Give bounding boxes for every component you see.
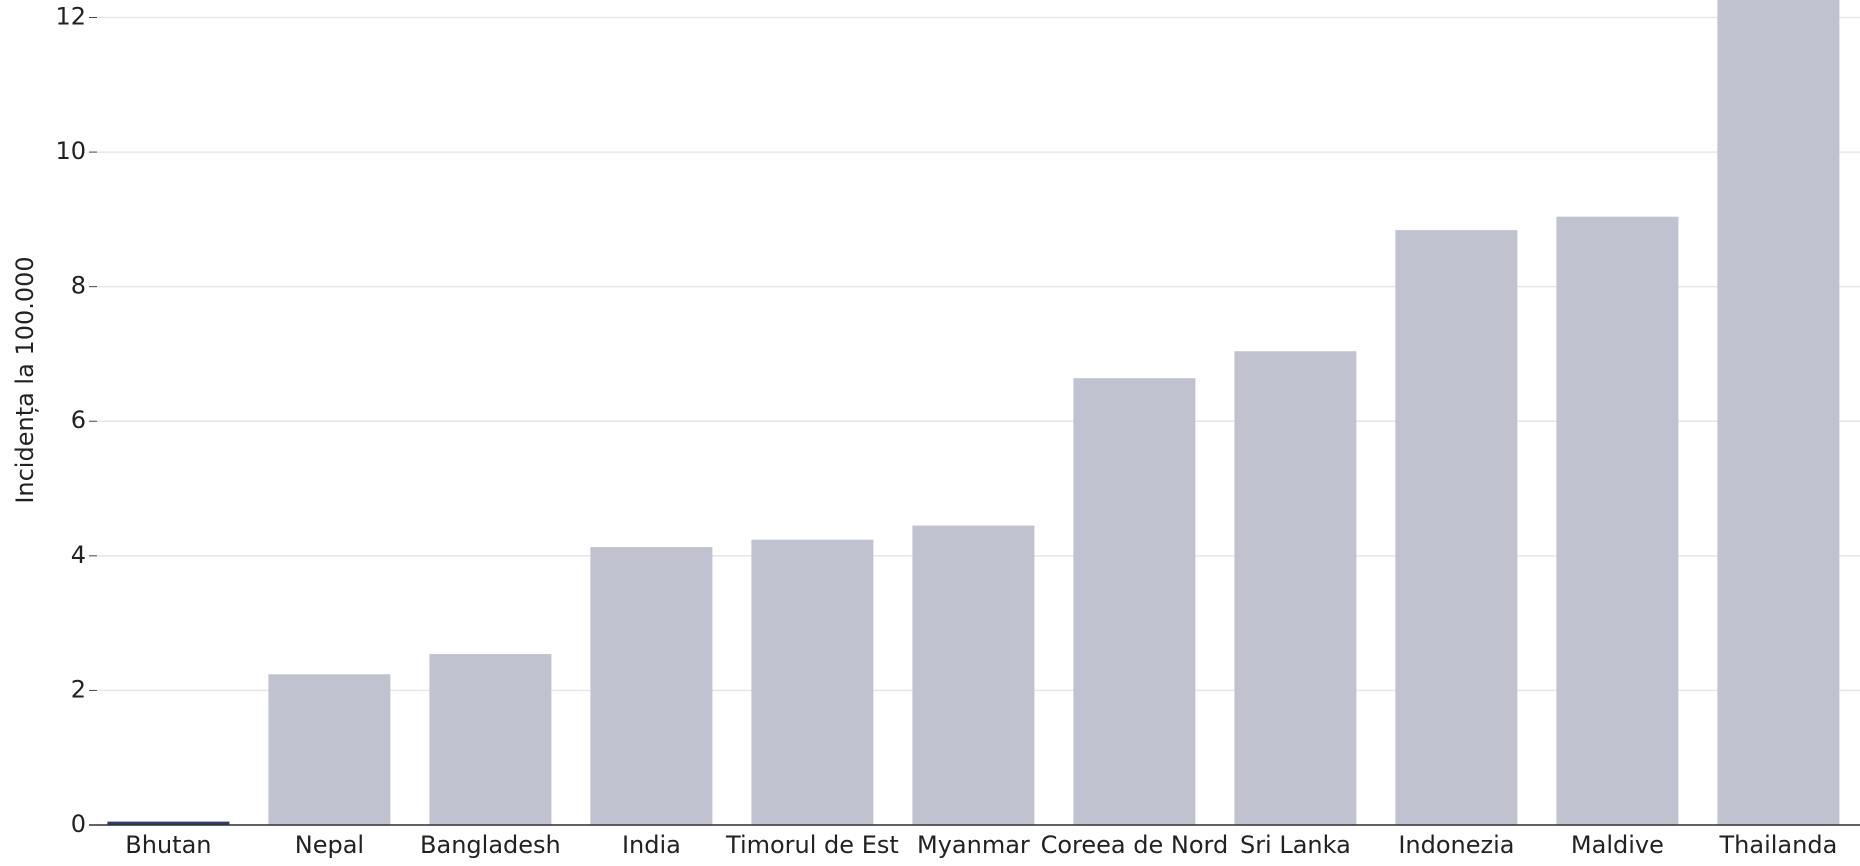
y-tick-label: 10 [55,137,86,165]
y-tick-label: 2 [71,675,86,703]
bar [1717,0,1840,826]
x-tick-label: Indonezia [1398,831,1514,859]
y-axis-label: Incidența la 100.000 [11,256,39,503]
x-tick-label: Myanmar [917,831,1030,859]
bar [268,674,391,825]
bar [1234,351,1357,825]
x-tick-label: India [622,831,681,859]
x-tick-label: Thailanda [1719,831,1838,859]
y-tick-label: 0 [71,810,86,838]
bar [590,547,713,825]
x-tick-label: Maldive [1571,831,1664,859]
bar [107,821,230,825]
x-tick-label: Coreea de Nord [1041,831,1229,859]
bar [1073,378,1196,825]
x-tick-label: Sri Lanka [1240,831,1351,859]
bar [751,539,874,825]
y-tick-label: 8 [71,272,86,300]
y-tick-label: 6 [71,406,86,434]
x-tick-label: Timorul de Est [725,831,899,859]
bar [1395,230,1518,825]
x-tick-label: Bangladesh [420,831,561,859]
y-tick-label: 4 [71,541,86,569]
x-tick-label: Bhutan [125,831,211,859]
y-tick-label: 12 [55,2,86,30]
x-tick-label: Nepal [295,831,364,859]
bar [1556,216,1679,825]
bar [912,525,1035,825]
bar [429,654,552,825]
